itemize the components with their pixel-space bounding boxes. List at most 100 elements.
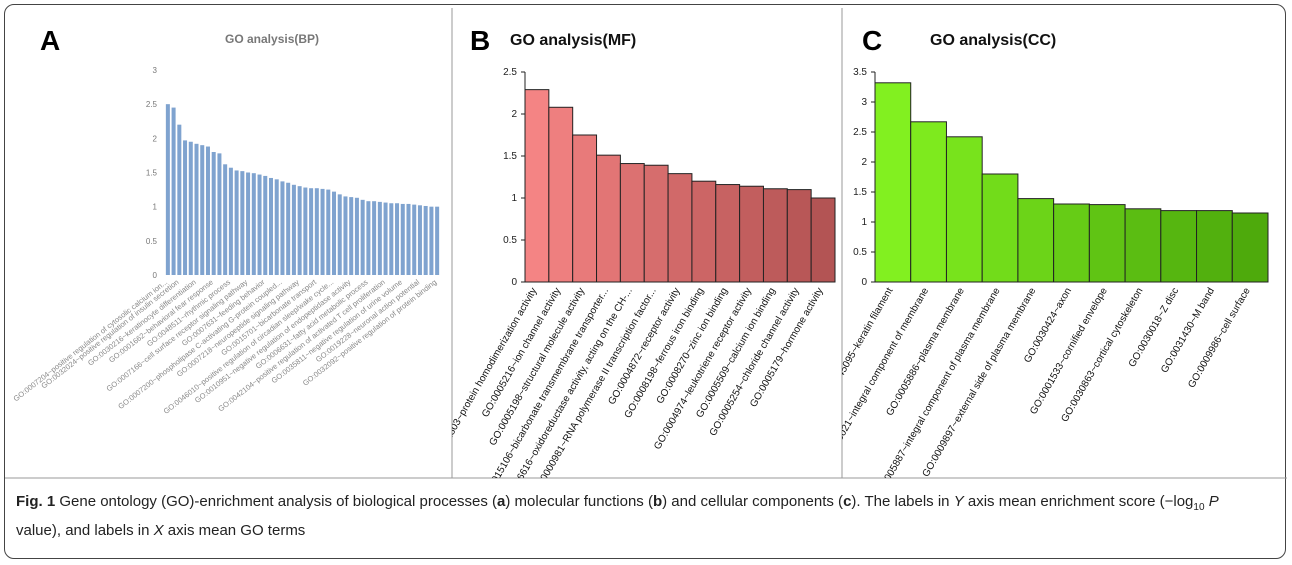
y-tick-label: 3 (861, 97, 867, 108)
caption-text: axis mean enrichment score (−log (963, 493, 1194, 510)
x-tick-label: GO:0045095~keratin filament (820, 286, 895, 405)
y-tick-label: 3.5 (853, 67, 867, 78)
chart-title: GO analysis(MF) (510, 32, 636, 49)
y-tick-label: 2 (153, 134, 158, 143)
bar (314, 188, 319, 275)
chart-panel: C GO analysis(CC) 0 0.5 1 1.5 2 2.5 3 3.5 GO:00450… (820, 25, 1269, 478)
y-tick-label: 0.5 (503, 235, 517, 246)
y-tick-label: 2.5 (146, 100, 158, 109)
figure: A GO analysis(BP)00.511.522.53GO:0007204~… (5, 8, 1287, 479)
bar (223, 164, 228, 275)
bar (217, 153, 222, 275)
bar (910, 121, 947, 283)
bar (412, 204, 417, 275)
y-tick-label: 2.5 (503, 67, 517, 78)
bar (337, 194, 342, 275)
y-tick-label: 2 (511, 109, 517, 120)
caption-text: axis mean GO terms (163, 522, 306, 539)
bar (619, 163, 645, 283)
chart-title: GO analysis(CC) (930, 32, 1056, 49)
bar (291, 184, 296, 275)
y-tick-label: 0.5 (146, 237, 158, 246)
bar (354, 197, 359, 275)
bar (286, 182, 291, 275)
caption: Fig. 1 Gene ontology (GO)-enrichment ana… (16, 490, 1266, 542)
bar (320, 188, 325, 275)
caption-text: P (1208, 493, 1219, 510)
x-tick-label: GO:0009986~cell surface (1186, 286, 1253, 390)
bar (417, 205, 422, 275)
bar (268, 177, 273, 275)
bar (739, 185, 764, 283)
bar (406, 203, 411, 275)
panel-letter: C (862, 25, 882, 56)
bar (1231, 212, 1269, 283)
y-tick-label: 1.5 (853, 187, 867, 198)
bar (228, 167, 233, 275)
bar (309, 188, 314, 275)
caption-text: Y (953, 493, 964, 510)
bar (303, 187, 308, 275)
bar (548, 106, 574, 283)
caption-text: ) and cellular components ( (662, 493, 844, 510)
bar (349, 197, 354, 275)
y-tick-label: 0.5 (853, 247, 867, 258)
bar (1196, 210, 1233, 283)
bar (691, 180, 717, 283)
caption-text: value), and labels in (16, 522, 154, 539)
caption-text: Gene ontology (GO)-enrichment analysis o… (55, 493, 498, 510)
bar (372, 201, 377, 275)
bar (280, 181, 285, 275)
y-tick-label: 1.5 (146, 169, 158, 178)
y-tick-label: 0 (511, 277, 517, 288)
caption-text: b (652, 493, 663, 510)
y-tick-label: 0 (861, 277, 867, 288)
bar (572, 134, 598, 283)
panel-letter: B (470, 25, 490, 56)
bar (524, 89, 550, 283)
y-tick-label: 1 (861, 217, 867, 228)
bar (429, 206, 434, 275)
bar (383, 202, 388, 275)
caption-text: ) molecular functions ( (505, 493, 653, 510)
caption-label: Fig. 1 (16, 493, 56, 510)
bar (251, 173, 256, 275)
bar (240, 171, 245, 275)
y-tick-label: 1 (153, 203, 158, 212)
bar (263, 175, 268, 275)
bar (274, 179, 279, 275)
bar (810, 197, 836, 283)
bar (171, 107, 176, 275)
figure-frame (4, 4, 1286, 559)
caption-text: 10 (1193, 502, 1205, 513)
bar (1124, 208, 1162, 283)
bar (1053, 203, 1090, 283)
bar (326, 189, 331, 275)
bar (435, 206, 440, 275)
bar (205, 146, 210, 275)
bar (377, 201, 382, 275)
bar (332, 191, 337, 275)
bar (343, 196, 348, 275)
bar (423, 205, 428, 275)
caption-text: a (497, 493, 506, 510)
caption-text: ). The labels in (851, 493, 954, 510)
bar (667, 173, 693, 283)
bar (1017, 198, 1055, 283)
bar (786, 189, 812, 283)
bar (400, 203, 405, 275)
bar (200, 145, 205, 275)
bar (360, 199, 365, 275)
bar (188, 141, 193, 275)
bar (366, 201, 371, 275)
y-tick-label: 1.5 (503, 151, 517, 162)
bar (177, 124, 182, 276)
bar (257, 174, 262, 275)
bar (165, 104, 170, 276)
y-tick-label: 1 (511, 193, 517, 204)
bar (874, 82, 912, 283)
bar (211, 152, 216, 275)
chart-panel: B GO analysis(MF)00.511.522.5GO:0042803~p… (452, 25, 836, 478)
bar (715, 184, 741, 283)
bar (183, 140, 188, 275)
